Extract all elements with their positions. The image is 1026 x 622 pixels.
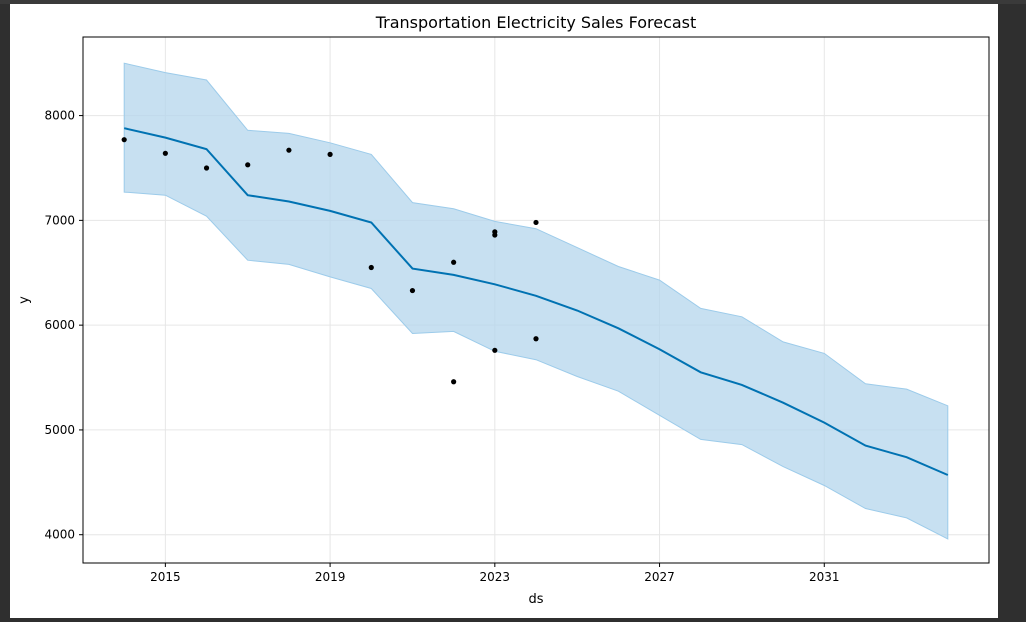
observed-point: [327, 151, 333, 157]
observed-point: [409, 287, 416, 294]
y-tick-label: 5000: [44, 423, 75, 437]
window-top-strip: [0, 0, 1026, 4]
chart-title: Transportation Electricity Sales Forecas…: [375, 13, 697, 32]
x-tick-label: 2027: [644, 570, 675, 584]
observed-point: [492, 232, 498, 238]
y-tick-label: 7000: [44, 213, 75, 227]
x-axis-ticks: 2015 2019 2023 2027 2031: [150, 563, 840, 584]
y-tick-label: 8000: [44, 109, 75, 123]
x-tick-label: 2019: [315, 570, 346, 584]
plot-area-border: [82, 36, 990, 564]
figure-frame: Transportation Electricity Sales Forecas…: [10, 4, 998, 618]
observed-point: [451, 259, 457, 265]
observed-point: [203, 165, 210, 171]
y-tick-label: 6000: [44, 318, 75, 332]
y-axis-ticks: 4000 5000 6000 7000 8000: [44, 109, 83, 542]
observed-point: [492, 347, 498, 353]
forecast-chart: Transportation Electricity Sales Forecas…: [17, 13, 990, 607]
observed-point: [451, 379, 457, 385]
x-tick-label: 2023: [480, 570, 511, 584]
observed-point: [121, 137, 127, 143]
forecast-line: [123, 127, 949, 476]
y-tick-label: 4000: [44, 528, 75, 542]
observed-point: [533, 219, 539, 226]
observed-points: [121, 137, 539, 385]
observed-point: [368, 264, 374, 271]
x-axis-label: ds: [528, 592, 543, 607]
forecast-line-group: [123, 127, 949, 476]
y-axis-label: y: [17, 296, 32, 304]
observed-point: [533, 336, 539, 342]
x-tick-label: 2015: [150, 570, 181, 584]
uncertainty-interval: [123, 62, 949, 540]
x-tick-label: 2031: [809, 570, 840, 584]
observed-point: [286, 147, 292, 153]
uncertainty-band: [123, 62, 949, 540]
observed-point: [245, 162, 251, 168]
observed-point: [162, 150, 168, 156]
